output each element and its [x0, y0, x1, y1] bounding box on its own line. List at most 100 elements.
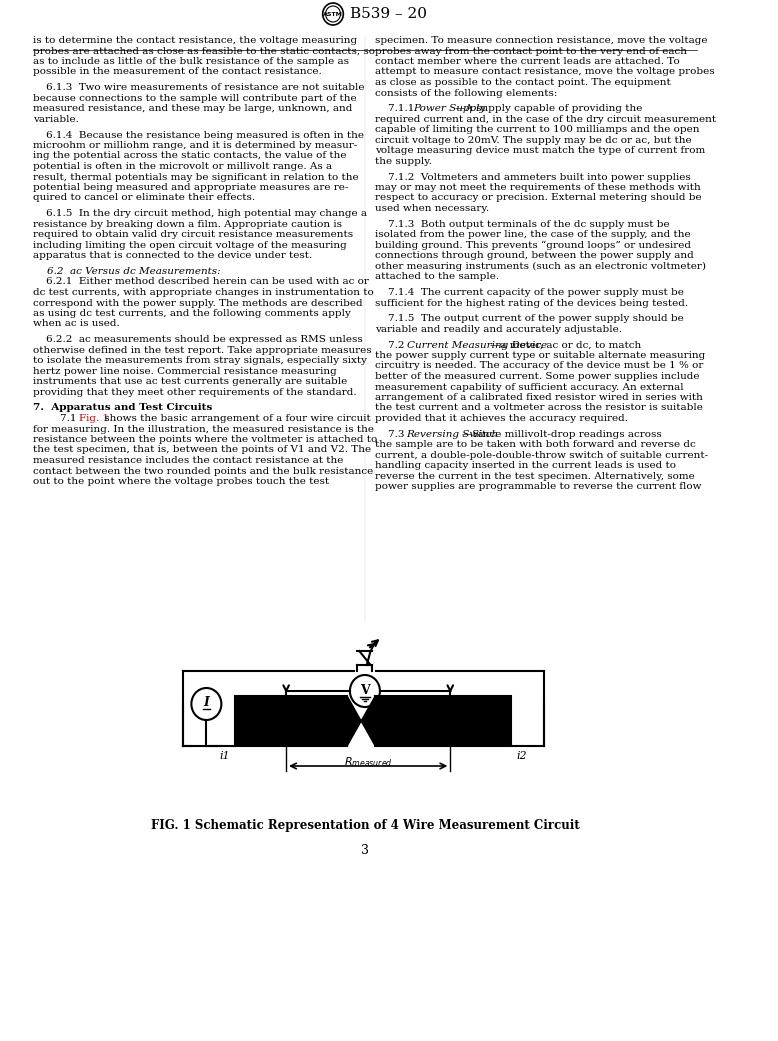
Text: 3: 3 [361, 844, 369, 858]
Bar [375, 696, 511, 746]
Text: 7.1.4  The current capacity of the power supply must be: 7.1.4 The current capacity of the power … [375, 288, 684, 297]
Text: resistance by breaking down a film. Appropriate caution is: resistance by breaking down a film. Appr… [33, 220, 342, 229]
Text: measured resistance includes the contact resistance at the: measured resistance includes the contact… [33, 456, 343, 465]
Polygon shape [347, 696, 375, 746]
Text: shows the basic arrangement of a four wire circuit: shows the basic arrangement of a four wi… [101, 414, 371, 423]
Text: for measuring. In the illustration, the measured resistance is the: for measuring. In the illustration, the … [33, 425, 374, 433]
Text: to isolate the measurements from stray signals, especially sixty: to isolate the measurements from stray s… [33, 356, 367, 365]
Text: Power Supply: Power Supply [414, 104, 486, 113]
Text: possible in the measurement of the contact resistance.: possible in the measurement of the conta… [33, 68, 321, 76]
Bar [234, 696, 347, 746]
Text: ASTM: ASTM [323, 11, 343, 17]
Text: i1: i1 [219, 751, 230, 761]
Text: arrangement of a calibrated fixed resistor wired in series with: arrangement of a calibrated fixed resist… [375, 393, 703, 402]
Text: 7.1: 7.1 [47, 414, 83, 423]
Text: V2: V2 [453, 699, 468, 709]
Text: isolated from the power line, the case of the supply, and the: isolated from the power line, the case o… [375, 230, 691, 239]
Text: 6.1.3  Two wire measurements of resistance are not suitable: 6.1.3 Two wire measurements of resistanc… [33, 83, 364, 93]
Text: —A supply capable of providing the: —A supply capable of providing the [455, 104, 643, 113]
Text: the test current and a voltmeter across the resistor is suitable: the test current and a voltmeter across … [375, 404, 703, 412]
Text: 6.2.1  Either method described herein can be used with ac or: 6.2.1 Either method described herein can… [33, 278, 369, 286]
Text: measured resistance, and these may be large, unknown, and: measured resistance, and these may be la… [33, 104, 352, 113]
Text: correspond with the power supply. The methods are described: correspond with the power supply. The me… [33, 299, 363, 307]
Text: used when necessary.: used when necessary. [375, 204, 489, 213]
Text: 6.2  ac Versus dc Measurements:: 6.2 ac Versus dc Measurements: [47, 266, 220, 276]
Text: 7.2: 7.2 [375, 340, 412, 350]
Text: quired to cancel or eliminate their effects.: quired to cancel or eliminate their effe… [33, 194, 255, 203]
Text: 7.1.2  Voltmeters and ammeters built into power supplies: 7.1.2 Voltmeters and ammeters built into… [375, 173, 691, 181]
Text: required current and, in the case of the dry circuit measurement: required current and, in the case of the… [375, 115, 717, 124]
Text: 6.2.2  ac measurements should be expressed as RMS unless: 6.2.2 ac measurements should be expresse… [33, 335, 363, 345]
Text: FIG. 1 Schematic Representation of 4 Wire Measurement Circuit: FIG. 1 Schematic Representation of 4 Wir… [150, 819, 580, 833]
Text: dc test currents, with appropriate changes in instrumentation to: dc test currents, with appropriate chang… [33, 288, 373, 297]
Text: measurement capability of sufficient accuracy. An external: measurement capability of sufficient acc… [375, 382, 684, 391]
Text: result, thermal potentials may be significant in relation to the: result, thermal potentials may be signif… [33, 173, 359, 181]
Text: circuit voltage to 20mV. The supply may be dc or ac, but the: circuit voltage to 20mV. The supply may … [375, 135, 692, 145]
Text: ing the potential across the static contacts, the value of the: ing the potential across the static cont… [33, 152, 346, 160]
Text: probes away from the contact point to the very end of each: probes away from the contact point to th… [375, 47, 687, 55]
Text: respect to accuracy or precision. External metering should be: respect to accuracy or precision. Extern… [375, 194, 702, 203]
Text: hertz power line noise. Commercial resistance measuring: hertz power line noise. Commercial resis… [33, 366, 337, 376]
Text: voltage measuring device must match the type of current from: voltage measuring device must match the … [375, 146, 706, 155]
Text: contact between the two rounded points and the bulk resistance: contact between the two rounded points a… [33, 466, 373, 476]
Text: $R_{measured}$: $R_{measured}$ [344, 755, 393, 769]
Text: capable of limiting the current to 100 milliamps and the open: capable of limiting the current to 100 m… [375, 125, 699, 134]
Text: contact member where the current leads are attached. To: contact member where the current leads a… [375, 57, 680, 66]
Text: is to determine the contact resistance, the voltage measuring: is to determine the contact resistance, … [33, 36, 357, 45]
Text: apparatus that is connected to the device under test.: apparatus that is connected to the devic… [33, 251, 312, 260]
Text: 7.1.3  Both output terminals of the dc supply must be: 7.1.3 Both output terminals of the dc su… [375, 220, 670, 229]
Text: attempt to measure contact resistance, move the voltage probes: attempt to measure contact resistance, m… [375, 68, 715, 76]
Text: provided that it achieves the accuracy required.: provided that it achieves the accuracy r… [375, 414, 628, 423]
Text: sufficient for the highest rating of the devices being tested.: sufficient for the highest rating of the… [375, 299, 689, 307]
Text: as using dc test currents, and the following comments apply: as using dc test currents, and the follo… [33, 309, 351, 318]
Text: resistance between the points where the voltmeter is attached to: resistance between the points where the … [33, 435, 377, 445]
Text: probes are attached as close as feasible to the static contacts, so: probes are attached as close as feasible… [33, 47, 375, 55]
Text: —Since millivolt-drop readings across: —Since millivolt-drop readings across [462, 430, 662, 438]
Text: potential being measured and appropriate measures are re-: potential being measured and appropriate… [33, 183, 349, 192]
Text: may or may not meet the requirements of these methods with: may or may not meet the requirements of … [375, 183, 701, 192]
Text: i2: i2 [516, 751, 527, 761]
Text: including limiting the open circuit voltage of the measuring: including limiting the open circuit volt… [33, 240, 346, 250]
Text: handling capacity inserted in the current leads is used to: handling capacity inserted in the curren… [375, 461, 676, 471]
Text: Reversing Switch: Reversing Switch [407, 430, 499, 438]
Text: when ac is used.: when ac is used. [33, 320, 120, 329]
Text: reverse the current in the test specimen. Alternatively, some: reverse the current in the test specimen… [375, 472, 695, 481]
Text: —a meter, ac or dc, to match: —a meter, ac or dc, to match [490, 340, 642, 350]
Text: 7.1.1: 7.1.1 [375, 104, 421, 113]
Text: connections through ground, between the power supply and: connections through ground, between the … [375, 251, 694, 260]
Text: current, a double-pole-double-throw switch of suitable current-: current, a double-pole-double-throw swit… [375, 451, 708, 460]
Text: power supplies are programmable to reverse the current flow: power supplies are programmable to rever… [375, 482, 702, 491]
Text: variable and readily and accurately adjustable.: variable and readily and accurately adju… [375, 325, 622, 334]
Text: instruments that use ac test currents generally are suitable: instruments that use ac test currents ge… [33, 377, 347, 386]
Text: required to obtain valid dry circuit resistance measurements: required to obtain valid dry circuit res… [33, 230, 353, 239]
Text: V1: V1 [268, 699, 283, 709]
Text: circuitry is needed. The accuracy of the device must be 1 % or: circuitry is needed. The accuracy of the… [375, 361, 703, 371]
Text: better of the measured current. Some power supplies include: better of the measured current. Some pow… [375, 372, 699, 381]
Text: other measuring instruments (such as an electronic voltmeter): other measuring instruments (such as an … [375, 261, 706, 271]
Text: microohm or milliohm range, and it is determined by measur-: microohm or milliohm range, and it is de… [33, 141, 357, 150]
Text: I: I [203, 696, 209, 710]
Text: 7.3: 7.3 [375, 430, 412, 438]
Text: 6.1.4  Because the resistance being measured is often in the: 6.1.4 Because the resistance being measu… [33, 130, 364, 139]
Text: the supply.: the supply. [375, 157, 433, 166]
Text: the sample are to be taken with both forward and reverse dc: the sample are to be taken with both for… [375, 440, 696, 450]
Text: the power supply current type or suitable alternate measuring: the power supply current type or suitabl… [375, 351, 706, 360]
Text: 7.  Apparatus and Test Circuits: 7. Apparatus and Test Circuits [33, 404, 212, 412]
Text: as to include as little of the bulk resistance of the sample as: as to include as little of the bulk resi… [33, 57, 349, 66]
Text: consists of the following elements:: consists of the following elements: [375, 88, 558, 98]
Text: 6.1.5  In the dry circuit method, high potential may change a: 6.1.5 In the dry circuit method, high po… [33, 209, 367, 219]
Text: Fig. 1: Fig. 1 [79, 414, 110, 423]
Text: B539 – 20: B539 – 20 [350, 7, 427, 21]
Text: 7.1.5  The output current of the power supply should be: 7.1.5 The output current of the power su… [375, 314, 684, 324]
Text: potential is often in the microvolt or millivolt range. As a: potential is often in the microvolt or m… [33, 162, 332, 171]
Text: out to the point where the voltage probes touch the test: out to the point where the voltage probe… [33, 477, 329, 486]
Text: V: V [360, 684, 370, 696]
Text: the test specimen, that is, between the points of V1 and V2. The: the test specimen, that is, between the … [33, 446, 371, 455]
Text: variable.: variable. [33, 115, 79, 124]
Text: because connections to the sample will contribute part of the: because connections to the sample will c… [33, 94, 356, 103]
Text: building ground. This prevents “ground loops” or undesired: building ground. This prevents “ground l… [375, 240, 691, 250]
Text: specimen. To measure connection resistance, move the voltage: specimen. To measure connection resistan… [375, 36, 708, 45]
Text: attached to the sample.: attached to the sample. [375, 273, 499, 281]
Text: providing that they meet other requirements of the standard.: providing that they meet other requireme… [33, 387, 356, 397]
Text: as close as possible to the contact point. The equipment: as close as possible to the contact poin… [375, 78, 671, 87]
